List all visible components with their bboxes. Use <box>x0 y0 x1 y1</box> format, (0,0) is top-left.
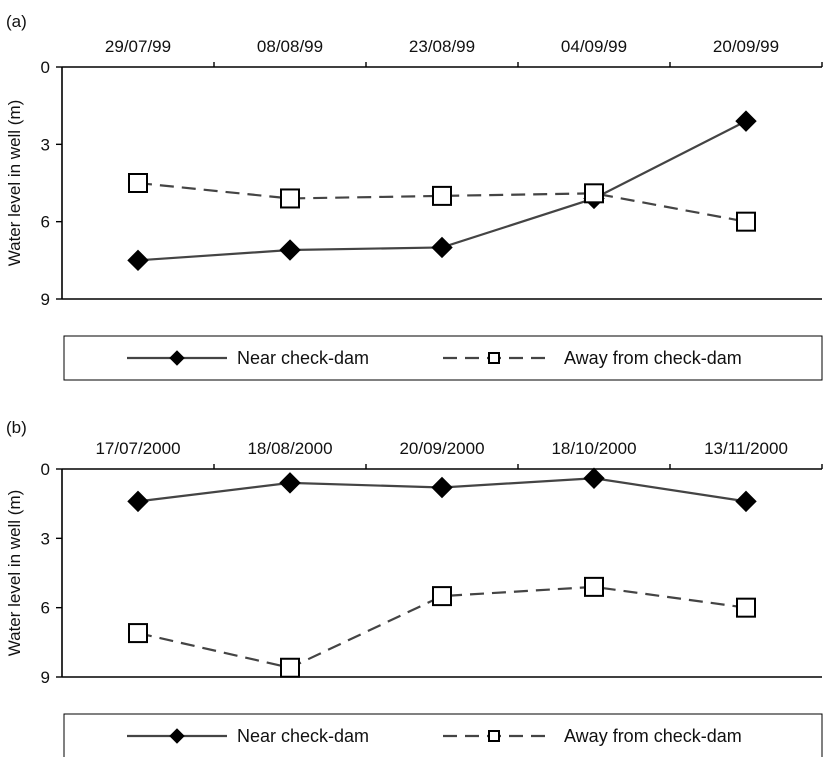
legend-swatch-diamond <box>169 728 185 744</box>
x-tick-label: 20/09/2000 <box>399 439 484 458</box>
data-point-diamond <box>735 490 757 513</box>
legend-swatch-diamond <box>169 350 185 366</box>
chart-panel-1: (a) 29/07/99 08/08/99 23/08/99 04/09/99 20/09… <box>5 12 823 381</box>
x-tick-label: 04/09/99 <box>561 37 627 56</box>
y-tick-label: 0 <box>41 58 50 77</box>
legend-label: Near check-dam <box>237 726 369 746</box>
data-point-diamond <box>431 236 453 259</box>
data-point-diamond <box>279 472 301 494</box>
x-tick-label: 29/07/99 <box>105 37 171 56</box>
x-tick-label: 23/08/99 <box>409 37 475 56</box>
legend-swatch-square <box>488 730 500 742</box>
legend-label: Away from check-dam <box>564 348 742 368</box>
legend: Near check-dam Away from check-dam <box>63 335 823 381</box>
data-point-square <box>736 211 756 232</box>
data-point-diamond <box>127 249 149 272</box>
y-tick-label: 3 <box>41 529 50 548</box>
legend-label: Near check-dam <box>237 348 369 368</box>
data-point-square <box>128 623 148 644</box>
x-tick-label: 08/08/99 <box>257 37 323 56</box>
data-point-diamond <box>431 476 453 499</box>
y-tick-label: 0 <box>41 460 50 479</box>
data-point-square <box>128 173 148 193</box>
series-near-check-dam <box>127 467 757 513</box>
data-point-diamond <box>279 239 301 261</box>
data-point-diamond <box>127 490 149 513</box>
x-tick-label: 17/07/2000 <box>95 439 180 458</box>
series-line <box>137 181 747 223</box>
x-tick-label: 13/11/2000 <box>704 439 788 458</box>
panel-label: (a) <box>6 12 27 31</box>
data-point-square <box>584 576 604 597</box>
data-point-square <box>584 183 604 204</box>
series-away-from-check-dam <box>128 576 756 678</box>
y-tick-label: 6 <box>41 599 50 618</box>
panel-label: (b) <box>6 418 27 437</box>
data-point-square <box>432 185 452 206</box>
y-tick-label: 3 <box>41 135 50 154</box>
data-point-diamond <box>735 110 757 132</box>
x-tick-label: 18/10/2000 <box>551 439 636 458</box>
legend-swatch-square <box>488 352 500 364</box>
y-tick-label: 9 <box>41 668 50 687</box>
legend: Near check-dam Away from check-dam <box>63 713 823 757</box>
series-near-check-dam <box>127 110 757 272</box>
data-point-diamond <box>583 467 605 489</box>
legend-label: Away from check-dam <box>564 726 742 746</box>
y-tick-label: 6 <box>41 213 50 232</box>
data-point-square <box>280 657 300 678</box>
series-away-from-check-dam <box>128 173 756 232</box>
y-tick-label: 9 <box>41 290 50 309</box>
data-point-square <box>432 586 452 607</box>
y-axis-title: Water level in well (m) <box>5 490 24 657</box>
chart-panel-2: (b) 17/07/2000 18/08/2000 20/09/2000 18/10/2… <box>5 418 823 757</box>
data-point-square <box>736 597 756 618</box>
x-tick-label: 18/08/2000 <box>247 439 332 458</box>
data-point-square <box>280 188 300 209</box>
y-axis-title: Water level in well (m) <box>5 100 24 267</box>
x-tick-label: 20/09/99 <box>713 37 779 56</box>
